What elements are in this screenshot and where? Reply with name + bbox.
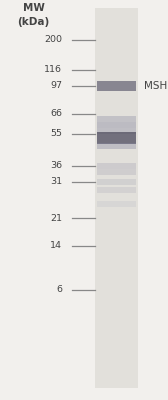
Bar: [97, 187, 136, 193]
Bar: [97, 116, 136, 122]
Bar: [97, 122, 136, 128]
Bar: [97, 163, 136, 169]
Text: (kDa): (kDa): [17, 17, 50, 27]
Text: 97: 97: [50, 82, 62, 90]
Text: 6: 6: [56, 286, 62, 294]
Bar: [97, 132, 136, 144]
Text: 31: 31: [50, 178, 62, 186]
Text: 21: 21: [50, 214, 62, 222]
Text: 55: 55: [50, 130, 62, 138]
Text: 14: 14: [50, 242, 62, 250]
Bar: [97, 128, 136, 134]
Text: MSH2: MSH2: [144, 81, 168, 91]
Bar: [97, 179, 136, 185]
Text: 66: 66: [50, 110, 62, 118]
Bar: [97, 143, 136, 149]
Bar: [95, 8, 138, 388]
Bar: [97, 201, 136, 207]
Text: 36: 36: [50, 162, 62, 170]
Bar: [97, 169, 136, 175]
Text: MW: MW: [23, 3, 45, 13]
Text: 116: 116: [44, 66, 62, 74]
Text: 200: 200: [44, 36, 62, 44]
Bar: [97, 81, 136, 91]
